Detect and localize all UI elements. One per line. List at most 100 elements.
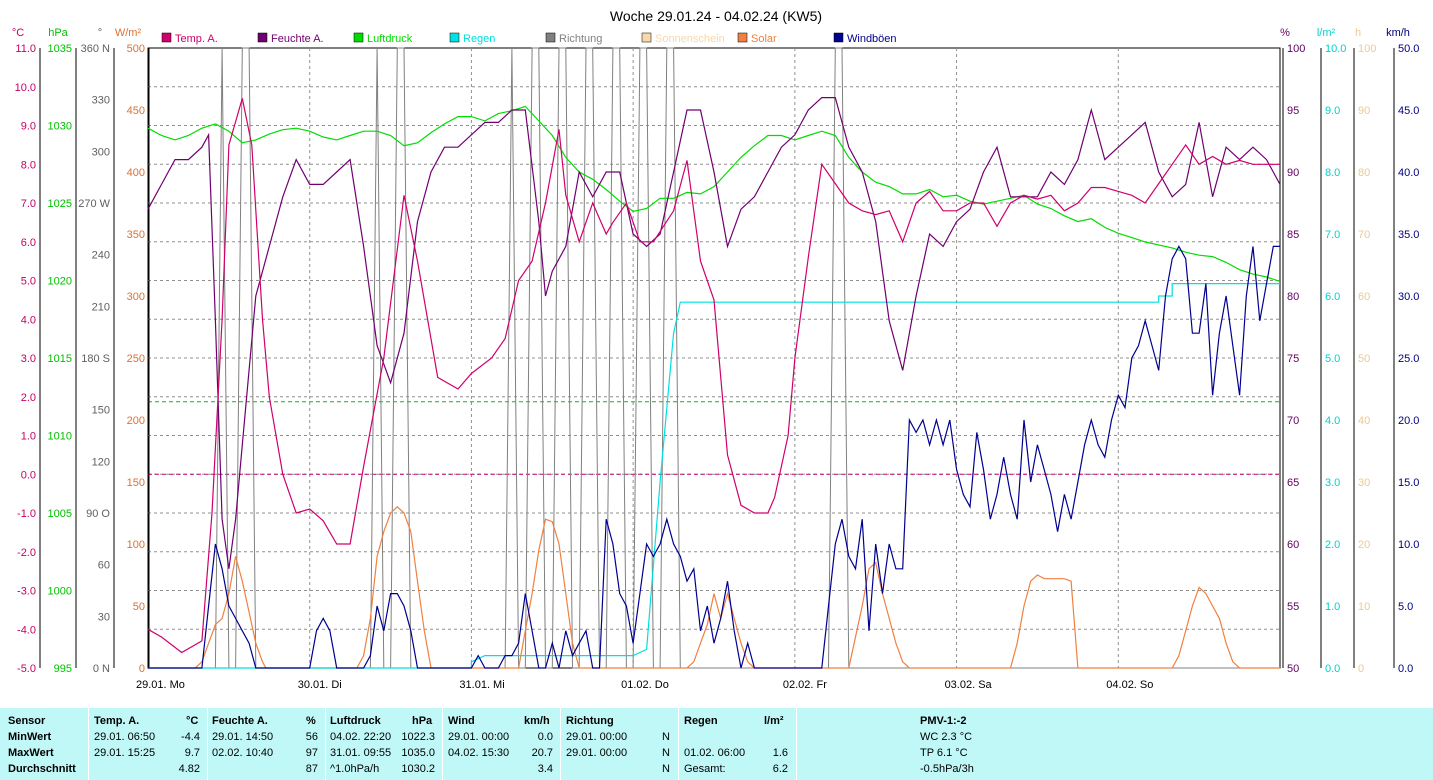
pressure-tick-label: 1020: [48, 276, 72, 288]
pmv-dewpoint: TP 6.1 °C: [920, 747, 968, 759]
pressure-tick-label: 1035: [48, 43, 72, 55]
series-layer: [147, 47, 1281, 669]
temp-tick-label: -2.0: [17, 547, 36, 559]
pressure-header: Luftdruck: [330, 715, 381, 727]
max-label: MaxWert: [8, 747, 54, 759]
humidity-tick-label: 55: [1287, 601, 1299, 613]
humidity-tick-label: 65: [1287, 477, 1299, 489]
direction-min-time: 29.01. 00:00: [566, 731, 628, 743]
legend-swatch: [161, 32, 172, 43]
sunshine-tick-label: 80: [1358, 167, 1370, 179]
legend-swatch: [833, 32, 844, 43]
humidity-tick-label: 100: [1287, 43, 1305, 55]
series-line-rain: [148, 283, 1280, 669]
legend-label: Temp. A.: [175, 33, 218, 45]
humidity-tick-label: 95: [1287, 105, 1299, 117]
rain-tick-label: 0.0: [1325, 663, 1340, 675]
wind-tick-label: 35.0: [1398, 229, 1419, 241]
table-separator: [325, 708, 326, 780]
temp-tick-label: 6.0: [21, 237, 36, 249]
temp-tick-label: 10.0: [15, 82, 36, 94]
series-line-temp: [147, 98, 1280, 654]
rain-unit-label: l/m²: [1317, 27, 1336, 39]
humidity-header: Feuchte A.: [212, 715, 268, 727]
summary-table: Sensor MinWert MaxWert Durchschnitt Temp…: [0, 708, 1433, 780]
series-line-humidity: [147, 97, 1281, 569]
rain-total-label: Gesamt:: [684, 763, 726, 775]
rain-header: Regen: [684, 715, 718, 727]
table-separator: [442, 708, 443, 780]
rain-tick-label: 4.0: [1325, 415, 1340, 427]
pmv-header: PMV-1:-2: [920, 715, 967, 727]
pmv-pressure-trend: -0.5hPa/3h: [920, 763, 974, 775]
pressure-unit-label: hPa: [48, 27, 68, 39]
axis-headers: °C hPa ° W/m²% l/m² h km/h: [12, 27, 1410, 39]
temp-unit: °C: [186, 715, 199, 727]
temp-tick-label: -1.0: [17, 508, 36, 520]
temp-tick-label: 3.0: [21, 353, 36, 365]
wind-tick-label: 25.0: [1398, 353, 1419, 365]
temp-header: Temp. A.: [94, 715, 140, 727]
x-tick-label: 31.01. Mi: [459, 679, 504, 691]
rain-unit: l/m²: [764, 715, 784, 727]
legend-swatch: [257, 32, 268, 43]
rain-tick-label: 1.0: [1325, 601, 1340, 613]
pressure-tick-label: 1030: [48, 121, 72, 133]
x-tick-label: 30.01. Di: [298, 679, 342, 691]
temp-tick-label: 2.0: [21, 392, 36, 404]
wind-tick-label: 50.0: [1398, 43, 1419, 55]
direction-unit-label: °: [98, 27, 102, 39]
direction-tick-label: 180 S: [81, 353, 110, 365]
direction-tick-label: 150: [92, 405, 110, 417]
humidity-avg-value: 87: [305, 763, 318, 775]
series-line-pressure: [147, 105, 1281, 282]
solar-tick-label: 350: [127, 229, 145, 241]
right-axes: 1009590858075706560555010.09.08.07.06.05…: [1282, 43, 1419, 675]
solar-tick-label: 500: [127, 43, 145, 55]
temp-tick-label: 8.0: [21, 159, 36, 171]
sunshine-tick-label: 90: [1358, 105, 1370, 117]
direction-max-time: 29.01. 00:00: [566, 747, 628, 759]
temp-tick-label: 11.0: [15, 43, 36, 55]
rain-max-time: 01.02. 06:00: [684, 747, 746, 759]
legend-swatch: [353, 32, 364, 43]
wind-header: Wind: [448, 715, 475, 727]
rain-total-value: 6.2: [772, 763, 788, 775]
wind-tick-label: 10.0: [1398, 539, 1419, 551]
solar-tick-label: 450: [127, 105, 145, 117]
solar-tick-label: 200: [127, 415, 145, 427]
grid: [148, 48, 1280, 668]
wind-min-time: 29.01. 00:00: [448, 731, 510, 743]
pressure-tick-label: 1005: [48, 508, 72, 520]
sunshine-tick-label: 70: [1358, 229, 1370, 241]
wind-tick-label: 45.0: [1398, 105, 1419, 117]
legend: Temp. A. Feuchte A. Luftdruck Regen Richtung…: [161, 32, 897, 45]
rain-tick-label: 7.0: [1325, 229, 1340, 241]
wind-tick-label: 40.0: [1398, 167, 1419, 179]
humidity-unit-label: %: [1280, 27, 1290, 39]
x-axis: 29.01. Mo 30.01. Di 31.01. Mi 01.02. Do 02.0…: [136, 679, 1153, 691]
wind-tick-label: 0.0: [1398, 663, 1413, 675]
direction-tick-label: 240: [92, 250, 110, 262]
wind-tick-label: 15.0: [1398, 477, 1419, 489]
humidity-tick-label: 80: [1287, 291, 1299, 303]
wind-tick-label: 20.0: [1398, 415, 1419, 427]
humidity-unit: %: [306, 715, 316, 727]
direction-tick-label: 0 N: [93, 663, 110, 675]
sunshine-tick-label: 20: [1358, 539, 1370, 551]
sunshine-tick-label: 100: [1358, 43, 1376, 55]
x-tick-label: 03.02. Sa: [945, 679, 993, 691]
pressure-unit: hPa: [412, 715, 433, 727]
humidity-min-time: 29.01. 14:50: [212, 731, 274, 743]
direction-max-value: N: [662, 747, 670, 759]
humidity-tick-label: 75: [1287, 353, 1299, 365]
x-tick-label: 01.02. Do: [621, 679, 669, 691]
direction-min-value: N: [662, 731, 670, 743]
pmv-windchill: WC 2.3 °C: [920, 731, 973, 743]
rain-tick-label: 8.0: [1325, 167, 1340, 179]
direction-header: Richtung: [566, 715, 614, 727]
legend-swatch: [545, 32, 556, 43]
legend-label: Regen: [463, 33, 495, 45]
legend-swatch: [641, 32, 652, 43]
temp-tick-label: -5.0: [17, 663, 36, 675]
